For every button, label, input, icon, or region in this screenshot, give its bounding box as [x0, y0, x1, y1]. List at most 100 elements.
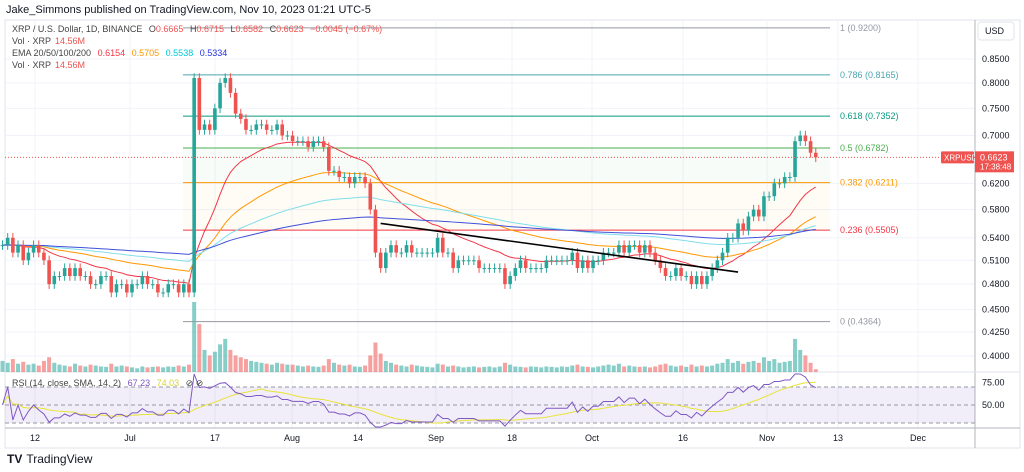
- candle-body: [321, 141, 326, 147]
- volume-bar: [668, 365, 673, 372]
- candle-body: [497, 268, 502, 270]
- time-tick: 16: [678, 433, 688, 443]
- candle-body: [182, 284, 186, 293]
- ema200-line: [2, 216, 816, 255]
- volume-bar: [223, 338, 228, 372]
- volume-bar: [192, 302, 197, 372]
- candle-body: [249, 129, 253, 131]
- candle-body: [83, 276, 88, 278]
- volume-bar: [21, 361, 26, 372]
- volume-bar: [259, 362, 264, 372]
- currency-label: USD: [985, 26, 1005, 36]
- candle-body: [523, 260, 528, 269]
- volume-bar: [161, 367, 166, 372]
- candle-body: [114, 284, 119, 293]
- volume-legend-2: Vol · XRP 14.56M: [12, 60, 89, 70]
- candle-body: [78, 268, 82, 277]
- candle-body: [446, 252, 450, 254]
- candle-body: [378, 252, 383, 269]
- volume-bar: [264, 363, 269, 372]
- candle-body: [218, 82, 222, 109]
- volume-bar: [41, 360, 46, 372]
- candle-body: [270, 129, 274, 131]
- volume-bar: [445, 366, 450, 372]
- candle-body: [554, 260, 559, 262]
- volume-bar: [238, 357, 243, 372]
- ema20-value: 0.6154: [97, 48, 126, 58]
- candle-body: [689, 276, 694, 285]
- candle-body: [539, 268, 544, 270]
- volume-bar: [596, 366, 601, 372]
- volume-bar: [627, 365, 632, 372]
- candle-body: [617, 245, 621, 253]
- volume-bar: [78, 365, 83, 372]
- candle-body: [658, 260, 663, 269]
- volume-bar: [337, 364, 342, 372]
- close-value: 0.6623: [276, 24, 304, 34]
- brand-name: TradingView: [26, 452, 93, 466]
- ema-label[interactable]: EMA 20/50/100/200: [12, 48, 92, 58]
- volume-bar: [140, 366, 145, 372]
- volume-bar: [648, 367, 652, 372]
- symbol-tag-label: XRPUSD: [944, 153, 978, 162]
- volume-bar: [793, 338, 798, 372]
- candle-body: [109, 276, 114, 293]
- price-tick: 0.5800: [982, 205, 1010, 215]
- candle-body: [11, 237, 15, 253]
- candle-body: [627, 245, 632, 253]
- ema200-value: 0.5334: [199, 48, 228, 58]
- tradingview-logo[interactable]: TV TradingView: [7, 452, 92, 466]
- price-tick: 0.7500: [982, 103, 1010, 113]
- time-tick: Aug: [284, 433, 300, 443]
- volume-bar: [559, 366, 564, 372]
- candle-body: [306, 141, 310, 147]
- candle-body: [441, 237, 445, 253]
- volume-bar: [477, 367, 482, 372]
- volume-label[interactable]: Vol · XRP: [12, 36, 52, 46]
- candle-body: [352, 177, 357, 184]
- volume-bar: [114, 366, 119, 372]
- volume-bar: [684, 366, 689, 372]
- volume-bar: [342, 365, 347, 372]
- volume-bar: [135, 368, 140, 372]
- candle-body: [777, 183, 782, 185]
- candle-body: [88, 276, 93, 285]
- time-tick: 14: [353, 433, 363, 443]
- rsi-label[interactable]: RSI (14, close, SMA, 14, 2): [12, 378, 122, 388]
- volume-bar: [689, 364, 694, 372]
- volume-label[interactable]: Vol · XRP: [12, 60, 52, 70]
- price-tag: [975, 151, 1014, 173]
- volume-bar: [311, 366, 316, 372]
- candle-body: [674, 268, 678, 277]
- volume-bar: [482, 366, 487, 372]
- volume-bar: [47, 357, 52, 372]
- candle-body: [420, 252, 424, 254]
- volume-bar: [502, 362, 507, 372]
- volume-bar: [798, 349, 803, 372]
- time-tick: Sep: [428, 433, 444, 443]
- volume-bar: [575, 364, 580, 372]
- volume-bar: [316, 366, 321, 372]
- volume-bar: [150, 366, 155, 372]
- candle-body: [715, 260, 720, 269]
- candle-body: [762, 196, 766, 217]
- candle-body: [0, 245, 5, 247]
- ema20-line: [2, 141, 817, 284]
- volume-legend: Vol · XRP 14.56M: [12, 36, 89, 46]
- volume-bar: [332, 362, 337, 372]
- candle-body: [130, 284, 134, 293]
- volume-bar: [751, 360, 756, 372]
- close-label: C: [269, 24, 277, 34]
- volume-bar: [352, 366, 357, 372]
- volume-bar: [466, 366, 471, 372]
- candle-body: [435, 237, 440, 253]
- volume-bar: [487, 366, 492, 372]
- volume-bar: [513, 366, 518, 372]
- symbol-name[interactable]: XRP / U.S. Dollar, 1D, BINANCE: [12, 24, 143, 34]
- candle-body: [456, 260, 461, 269]
- volume-bar: [347, 364, 352, 372]
- candle-body: [751, 209, 756, 217]
- candle-body: [62, 268, 67, 277]
- ema100-line: [2, 196, 816, 263]
